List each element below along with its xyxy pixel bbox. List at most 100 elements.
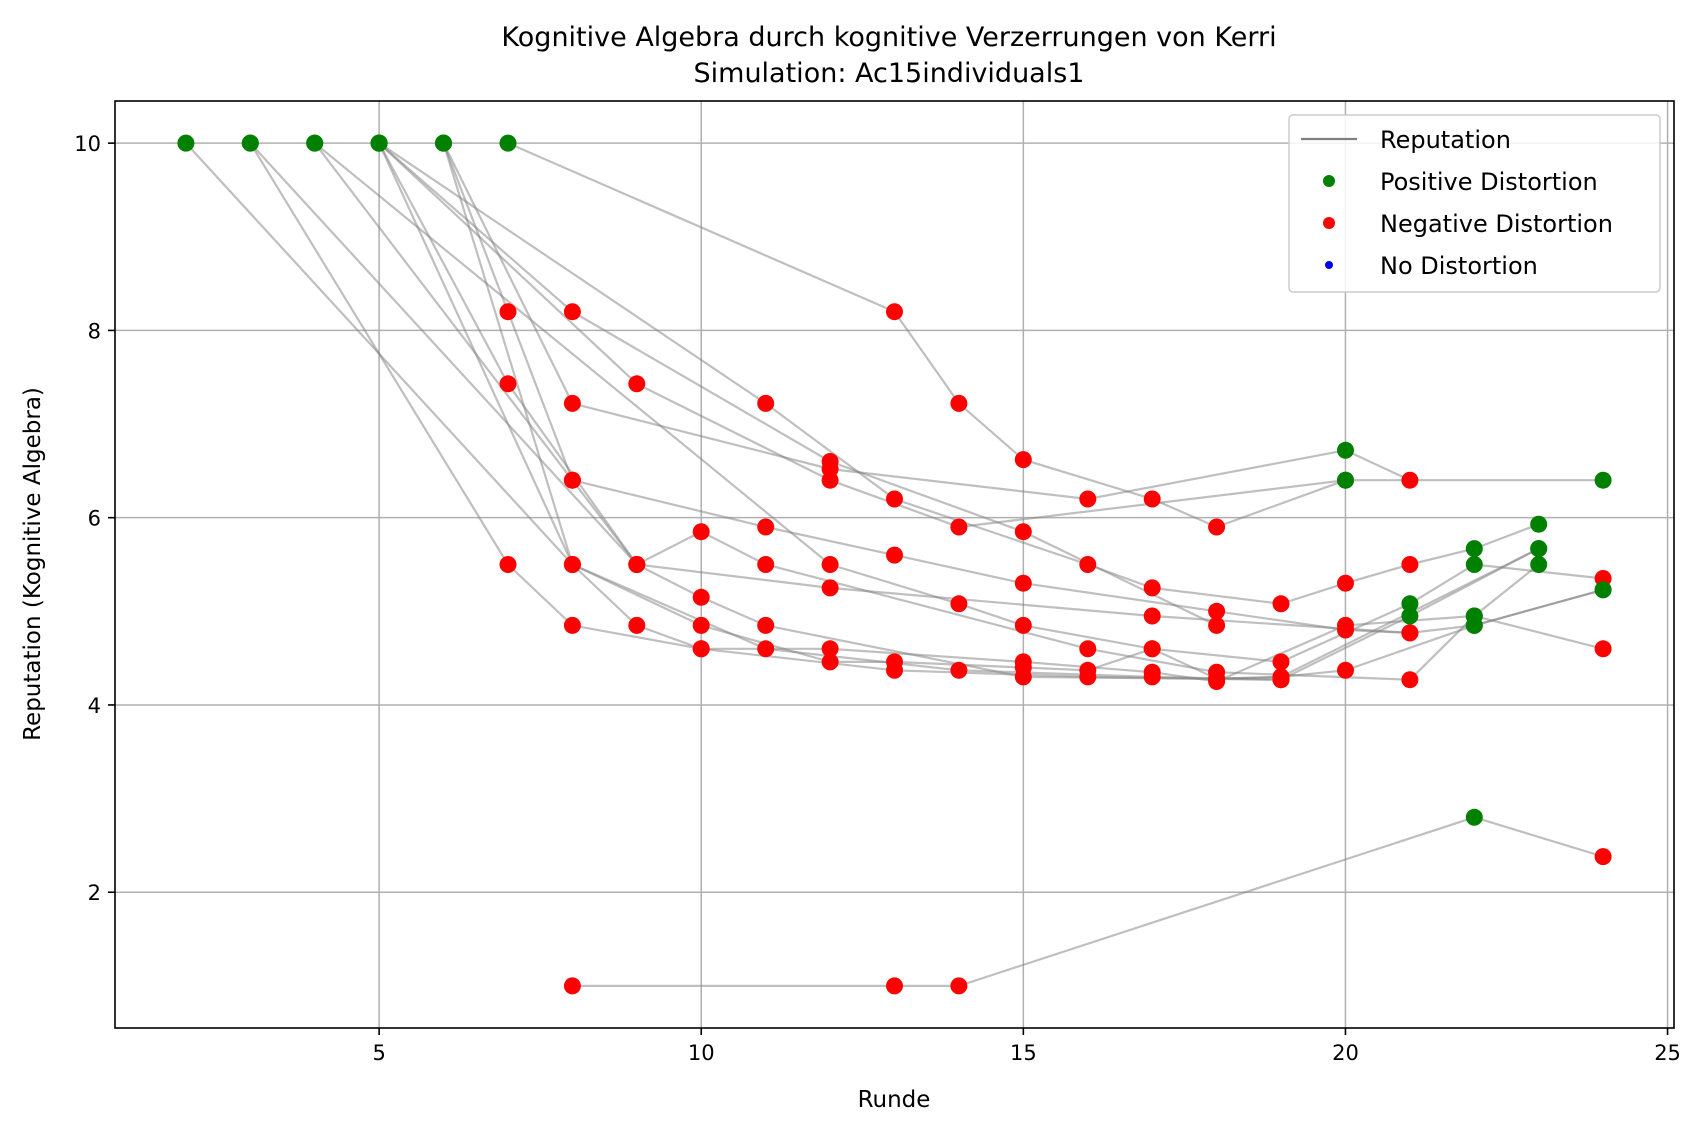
negative-distortion-point (692, 616, 710, 634)
negative-distortion-point (499, 556, 517, 573)
negative-distortion-point (1014, 616, 1032, 634)
negative-distortion-point (886, 546, 903, 564)
positive-distortion-point (306, 134, 324, 152)
negative-distortion-point (692, 640, 710, 658)
negative-distortion-point (1079, 556, 1097, 573)
negative-distortion-point (1401, 624, 1419, 642)
negative-distortion-point (757, 640, 775, 658)
positive-distortion-point (1337, 441, 1354, 459)
positive-distortion-point (1530, 515, 1548, 533)
y-tick-label: 4 (88, 694, 101, 718)
negative-distortion-point (886, 303, 903, 321)
negative-distortion-point (950, 977, 968, 995)
negative-distortion-point (563, 616, 581, 634)
legend-reputation-label: Reputation (1380, 126, 1511, 154)
negative-distortion-point (1401, 556, 1419, 573)
negative-distortion-point (1143, 640, 1161, 658)
positive-distortion-point (1465, 808, 1483, 826)
y-tick-label: 10 (74, 132, 101, 156)
negative-distortion-point (757, 556, 775, 573)
negative-distortion-point (1337, 574, 1354, 592)
negative-distortion-point (886, 653, 903, 671)
negative-distortion-point (1079, 490, 1097, 508)
negative-distortion-point (1079, 661, 1097, 679)
negative-distortion-point (692, 588, 710, 606)
negative-distortion-point (1337, 621, 1354, 639)
negative-distortion-point (1014, 574, 1032, 592)
y-tick-label: 6 (88, 507, 101, 531)
negative-distortion-point (563, 556, 581, 573)
negative-distortion-point (886, 490, 903, 508)
negative-distortion-point (563, 394, 581, 412)
negative-distortion-point (563, 471, 581, 489)
negative-distortion-point (950, 394, 968, 412)
negative-distortion-point (950, 661, 968, 679)
negative-distortion-point (821, 579, 839, 597)
negative-distortion-point (1208, 670, 1226, 688)
negative-distortion-point (1143, 607, 1161, 625)
negative-distortion-point (757, 518, 775, 536)
negative-distortion-point (1079, 640, 1097, 658)
chart-subtitle: Simulation: Ac15individuals1 (694, 58, 1085, 89)
negative-distortion-point (628, 556, 646, 573)
negative-distortion-point (821, 653, 839, 671)
negative-distortion-point (1272, 668, 1290, 686)
reputation-trace-10 (378, 142, 1540, 605)
negative-distortion-point (1272, 595, 1290, 613)
reputation-trace-12 (442, 142, 1410, 634)
negative-distortion-point (821, 556, 839, 573)
reputation-trace-15 (572, 816, 1604, 988)
positive-distortion-point (1465, 540, 1483, 558)
legend-box (1288, 114, 1661, 293)
negative-distortion-point (1208, 602, 1226, 620)
negative-distortion-point (1401, 471, 1419, 489)
negative-distortion-point (1143, 663, 1161, 681)
negative-distortion-point (1272, 653, 1290, 671)
x-tick-label: 20 (1332, 1041, 1359, 1065)
positive-distortion-point (177, 134, 195, 152)
negative-distortion-point (821, 640, 839, 658)
negative-distortion-point (950, 518, 968, 536)
negative-distortion-point (499, 303, 517, 321)
positive-distortion-point (435, 134, 452, 152)
negative-distortion-point (1208, 616, 1226, 634)
x-tick-label: 25 (1654, 1041, 1681, 1065)
negative-distortion-point (1594, 640, 1612, 658)
positive-distortion-point (1530, 556, 1548, 573)
positive-distortion-point (1401, 595, 1419, 613)
positive-distortion-point (1337, 471, 1354, 489)
negative-distortion-point (1401, 671, 1419, 689)
x-tick-label: 10 (688, 1041, 715, 1065)
negative-distortion-point (692, 523, 710, 541)
reputation-trace-14 (507, 142, 1346, 529)
x-axis-label: Runde (858, 1087, 931, 1113)
y-axis-label: Reputation (Kognitive Algebra) (20, 387, 46, 741)
negative-distortion-point (1594, 848, 1612, 866)
negative-distortion-point (1014, 659, 1032, 676)
reputation-trace-11 (442, 142, 1411, 501)
negative-distortion-point (563, 303, 581, 321)
y-tick-label: 2 (88, 881, 101, 905)
positive-distortion-point (1465, 556, 1483, 573)
negative-distortion-point (821, 460, 839, 478)
chart-title: Kognitive Algebra durch kognitive Verzer… (501, 22, 1276, 53)
distortion-markers (177, 134, 1612, 995)
positive-distortion-point (1465, 616, 1483, 634)
negative-distortion-point (1014, 451, 1032, 469)
legend-negative-marker (1323, 217, 1335, 229)
positive-distortion-point (370, 134, 388, 152)
negative-distortion-point (886, 977, 903, 995)
positive-distortion-point (499, 134, 517, 152)
x-tick-label: 5 (372, 1041, 385, 1065)
positive-distortion-point (1594, 471, 1612, 489)
axis-ticks: 5 10 15 20 25 2 4 6 8 10 (74, 132, 1681, 1065)
negative-distortion-point (499, 375, 517, 393)
legend-negative-label: Negative Distortion (1380, 210, 1613, 238)
legend: Reputation Positive Distortion Negative … (1288, 114, 1661, 293)
negative-distortion-point (1208, 518, 1226, 536)
positive-distortion-point (1401, 607, 1419, 625)
negative-distortion-point (1143, 490, 1161, 508)
negative-distortion-point (563, 977, 581, 995)
positive-distortion-point (241, 134, 259, 152)
